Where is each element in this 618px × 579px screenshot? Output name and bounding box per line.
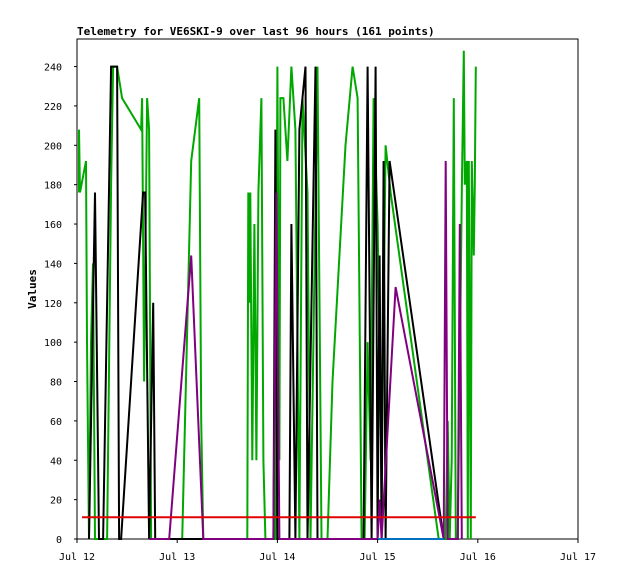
y-tick-label: 20 bbox=[50, 496, 62, 507]
y-axis: 0 20 40 60 80 100 120 140 160 180 200 220 240 bbox=[44, 63, 77, 546]
y-tick-label: 60 bbox=[50, 417, 62, 428]
plot-area-frame bbox=[76, 38, 579, 540]
y-tick-label: 120 bbox=[44, 299, 62, 310]
x-axis: Jul 12 Jul 13 Jul 14 Jul 15 Jul 16 Jul 17 bbox=[59, 539, 596, 563]
series-line-3 bbox=[149, 160, 463, 540]
y-tick-label: 40 bbox=[50, 456, 62, 467]
y-tick-label: 100 bbox=[44, 338, 62, 349]
y-tick-label: 180 bbox=[44, 181, 62, 192]
x-tick-label: Jul 16 bbox=[460, 552, 496, 563]
x-tick-label: Jul 15 bbox=[360, 552, 396, 563]
x-tick-label: Jul 17 bbox=[560, 552, 596, 563]
y-axis-label: Values bbox=[26, 269, 39, 309]
y-tick-label: 160 bbox=[44, 220, 62, 231]
x-tick-label: Jul 13 bbox=[159, 552, 195, 563]
x-tick-label: Jul 14 bbox=[259, 552, 295, 563]
x-tick-label: Jul 12 bbox=[59, 552, 95, 563]
chart-title: Telemetry for VE6SKI-9 over last 96 hour… bbox=[77, 25, 435, 38]
y-tick-label: 220 bbox=[44, 102, 62, 113]
y-tick-label: 80 bbox=[50, 378, 62, 389]
y-tick-label: 0 bbox=[56, 535, 62, 546]
series-line-1 bbox=[78, 50, 477, 540]
y-tick-label: 140 bbox=[44, 259, 62, 270]
series-layer bbox=[78, 50, 477, 540]
y-tick-label: 200 bbox=[44, 141, 62, 152]
y-tick-label: 240 bbox=[44, 63, 62, 74]
